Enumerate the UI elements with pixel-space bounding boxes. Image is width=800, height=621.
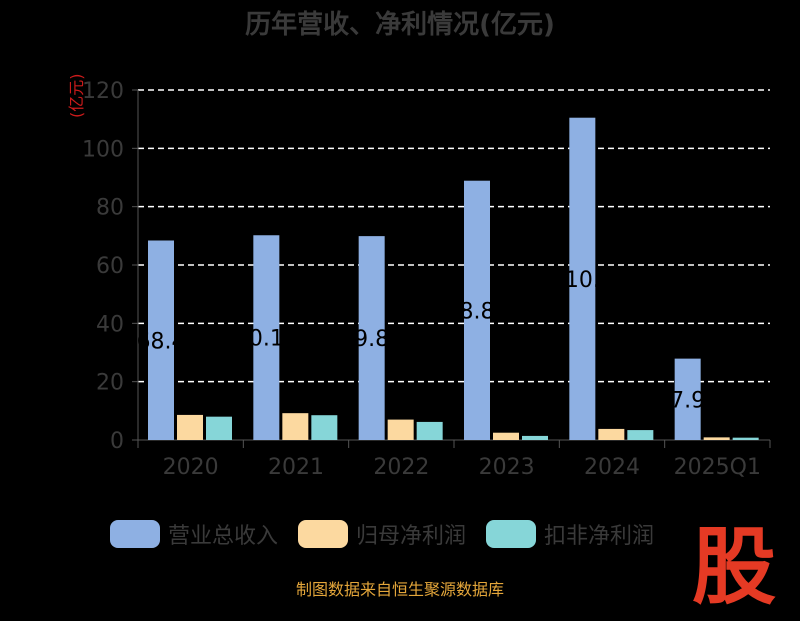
bar-revenue xyxy=(674,358,701,440)
y-tick-label: 60 xyxy=(96,254,124,279)
x-tick-label: 2025Q1 xyxy=(674,455,761,480)
bar-net-profit xyxy=(598,428,625,440)
bar-revenue xyxy=(253,235,280,440)
data-label: 27.91 xyxy=(656,388,719,413)
bar-revenue xyxy=(148,240,174,440)
bar-chart: 0 20 40 60 80 100 120 2020 68.4 2021 70.18 2022 69.8… xyxy=(82,79,771,480)
bar-deducted-profit xyxy=(627,430,654,440)
bar-net-profit xyxy=(703,437,730,440)
y-tick-label: 100 xyxy=(82,137,124,162)
bar-deducted-profit xyxy=(311,415,338,440)
bar-deducted-profit xyxy=(206,416,232,440)
y-tick-label: 80 xyxy=(96,196,124,221)
y-tick-label: 120 xyxy=(82,79,124,104)
legend-item-deducted-profit[interactable]: 扣非净利润 xyxy=(486,518,654,550)
legend-swatch-revenue xyxy=(110,520,160,548)
legend-swatch-deducted-profit xyxy=(486,520,537,548)
x-tick-label: 2021 xyxy=(268,455,324,480)
legend-item-net-profit[interactable]: 归母净利润 xyxy=(298,518,466,550)
chart-title: 历年营收、净利情况(亿元) xyxy=(245,10,555,40)
legend-swatch-net-profit xyxy=(298,520,349,548)
bar-net-profit xyxy=(282,413,309,440)
bar-net-profit xyxy=(387,419,414,440)
data-label: 70.18 xyxy=(235,327,298,352)
bar-revenue xyxy=(464,180,490,441)
bar-deducted-profit xyxy=(732,437,759,440)
data-label: 110.5 xyxy=(551,268,614,293)
y-tick-label: 20 xyxy=(96,371,124,396)
legend-label-revenue: 营业总收入 xyxy=(168,524,279,549)
bar-deducted-profit xyxy=(522,435,548,440)
bar-revenue xyxy=(358,236,385,440)
x-tick-label: 2024 xyxy=(584,455,640,480)
x-tick-label: 2023 xyxy=(479,455,535,480)
y-tick-label: 40 xyxy=(96,312,124,337)
x-tick-label: 2022 xyxy=(373,455,429,480)
data-label: 88.88 xyxy=(446,299,509,324)
bar-revenue xyxy=(569,117,596,440)
legend-label-deducted-profit: 扣非净利润 xyxy=(544,524,655,549)
x-tick-label: 2020 xyxy=(163,455,219,480)
source-footer: 制图数据来自恒生聚源数据库 xyxy=(295,580,504,599)
y-tick-label: 0 xyxy=(110,429,124,454)
data-label: 68.4 xyxy=(137,329,186,354)
logo: 股 xyxy=(692,518,777,616)
bar-net-profit xyxy=(177,414,203,440)
bar-net-profit xyxy=(493,432,519,440)
data-label: 69.87 xyxy=(340,327,403,352)
legend-label-net-profit: 归母净利润 xyxy=(356,524,467,549)
legend: 营业总收入 归母净利润 扣非净利润 xyxy=(110,518,654,550)
legend-item-revenue[interactable]: 营业总收入 xyxy=(110,518,278,550)
bar-deducted-profit xyxy=(416,421,443,440)
